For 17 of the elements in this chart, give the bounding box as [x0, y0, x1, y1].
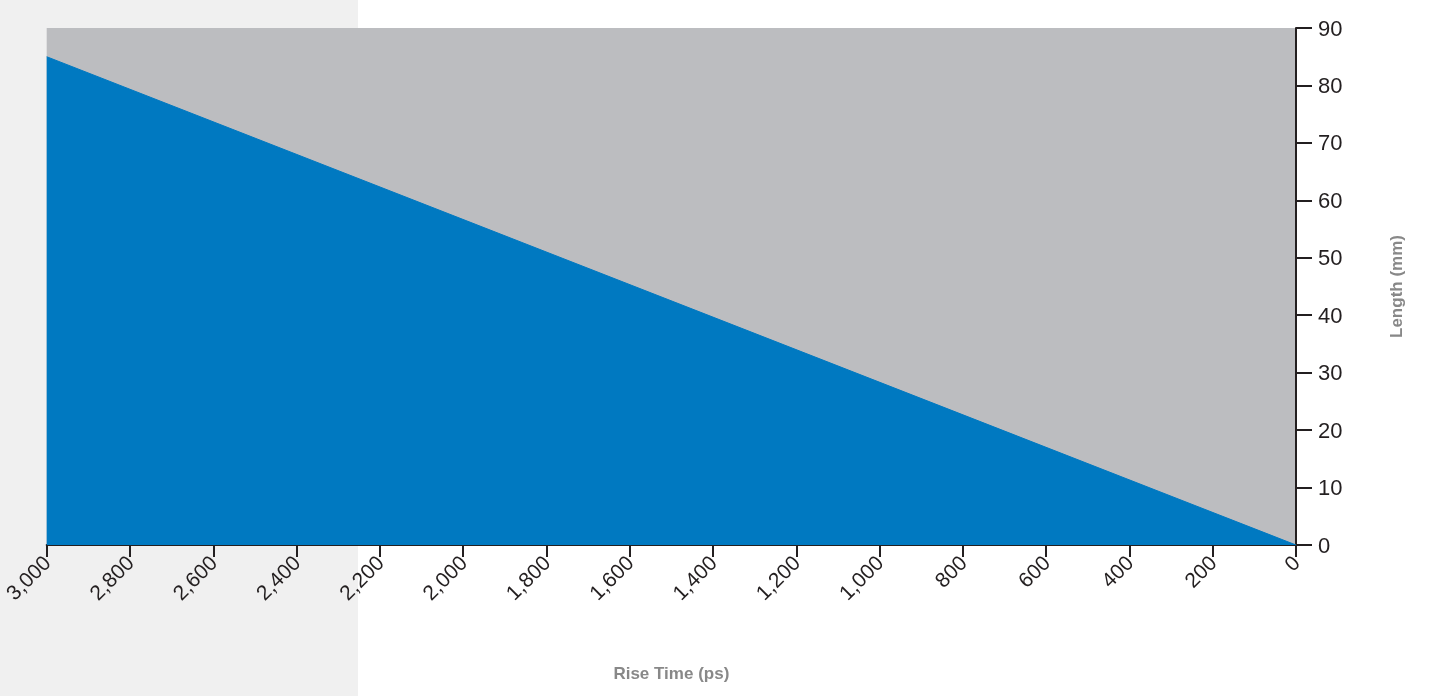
y-tick-label: 40 [1318, 302, 1343, 328]
x-tick-label: 200 [1179, 550, 1221, 592]
y-tick-label: 30 [1318, 360, 1343, 386]
y-tick-label: 90 [1318, 15, 1343, 41]
x-tick-label: 800 [929, 550, 971, 592]
x-axis-title: Rise Time (ps) [613, 664, 730, 683]
y-tick-label: 0 [1318, 532, 1331, 558]
y-tick-label: 10 [1318, 475, 1343, 501]
x-tick-label: 0 [1279, 550, 1305, 576]
x-tick-label: 400 [1096, 550, 1138, 592]
y-tick-label: 50 [1318, 245, 1343, 271]
y-tick-label: 70 [1318, 130, 1343, 156]
y-tick-label: 60 [1318, 187, 1343, 213]
y-tick-label: 20 [1318, 417, 1343, 443]
y-tick-label: 80 [1318, 72, 1343, 98]
y-axis-title: Length (mm) [1387, 235, 1406, 338]
x-tick-label: 600 [1013, 550, 1055, 592]
